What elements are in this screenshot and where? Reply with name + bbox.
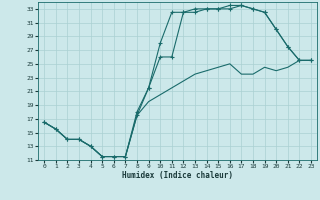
X-axis label: Humidex (Indice chaleur): Humidex (Indice chaleur) [122,171,233,180]
